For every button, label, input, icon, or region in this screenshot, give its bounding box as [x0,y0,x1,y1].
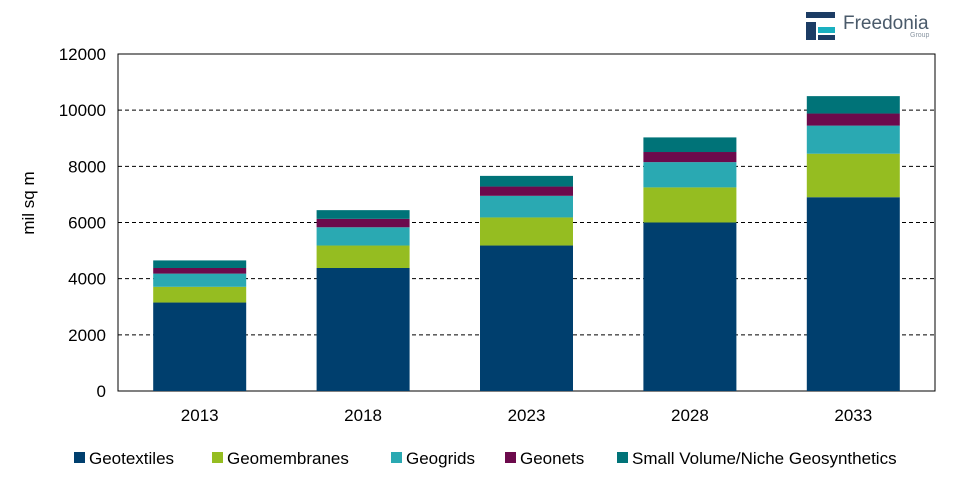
bar-segment [153,286,247,303]
y-axis-title: mil sq m [19,171,38,234]
bar-segment [806,153,900,198]
legend-item: Geogrids [391,449,475,468]
bar-segment [643,222,737,391]
legend-label: Geogrids [406,449,475,468]
x-tick-label: 2023 [508,406,546,425]
bar-segment [480,245,573,391]
bar-segment [153,260,247,268]
bar-segment [643,137,737,153]
bar-stack [153,260,247,391]
bar-segment [316,245,410,268]
x-axis-ticks: 2013 2018 2023 2028 2033 [181,406,872,425]
logo-mark-top [806,12,835,18]
legend-label: Geomembranes [227,449,349,468]
bar-segment [316,267,410,391]
legend-item: Geotextiles [74,449,174,468]
bar-segment [316,227,410,246]
logo-mark-middle [806,22,816,40]
x-tick-label: 2033 [834,406,872,425]
bar-segment [316,218,410,228]
bar-stack [643,137,737,391]
legend-label: Geotextiles [89,449,174,468]
bars [153,96,900,391]
legend-swatch [74,452,85,463]
bar-stack [480,175,573,391]
y-tick-label: 6000 [68,214,106,233]
bar-stack [806,96,900,391]
bar-segment [480,217,573,246]
bar-segment [480,186,573,196]
logo-name: Freedonia [843,13,929,34]
freedonia-logo: Freedonia Group [806,12,930,40]
bar-segment [480,195,573,218]
x-tick-label: 2028 [671,406,709,425]
y-tick-label: 4000 [68,270,106,289]
legend-item: Geonets [505,449,584,468]
legend-swatch [391,452,402,463]
y-tick-label: 8000 [68,157,106,176]
bar-segment [643,162,737,188]
bar-segment [153,302,247,391]
logo-mark-accent [818,27,835,33]
y-tick-label: 0 [97,382,106,401]
bar-segment [806,96,900,114]
legend-swatch [212,452,223,463]
logo-mark-bottom [818,35,835,40]
y-tick-label: 2000 [68,326,106,345]
y-tick-label: 12000 [59,45,106,64]
legend-label: Geonets [520,449,584,468]
legend: Geotextiles Geomembranes Geogrids Geonets Sm… [74,449,897,468]
bar-stack [316,210,410,391]
bar-segment [153,273,247,287]
bar-segment [643,187,737,223]
legend-swatch [505,452,516,463]
bar-segment [153,267,247,274]
logo-sub: Group [910,32,930,39]
bar-segment [806,113,900,126]
y-tick-label: 10000 [59,101,106,120]
y-axis-ticks: 0 2000 4000 6000 8000 10000 12000 [59,45,106,401]
x-tick-label: 2018 [344,406,382,425]
bar-segment [316,210,410,219]
x-tick-label: 2013 [181,406,219,425]
bar-segment [643,152,737,163]
legend-item: Small Volume/Niche Geosynthetics [617,449,897,468]
legend-swatch [617,452,628,463]
bar-segment [480,175,573,187]
bar-segment [806,197,900,391]
legend-item: Geomembranes [212,449,349,468]
legend-label: Small Volume/Niche Geosynthetics [632,449,897,468]
bar-segment [806,125,900,154]
